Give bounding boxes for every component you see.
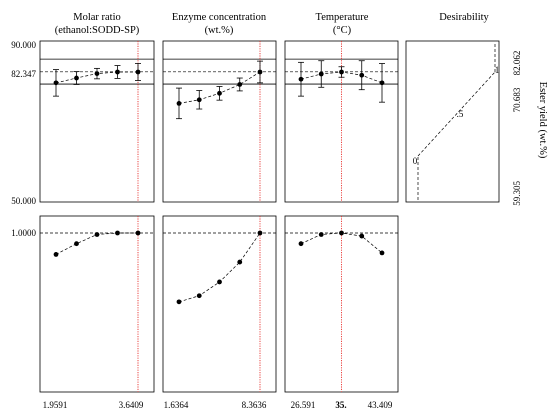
factor-3-response-point-3 bbox=[339, 69, 344, 75]
factor-2-response-panel-frame bbox=[162, 40, 277, 203]
factor-2-desirability-panel-frame bbox=[162, 215, 277, 393]
factor-2-desirability-point-5 bbox=[257, 230, 263, 236]
factor-3-title-line1: Temperature bbox=[316, 12, 369, 23]
desirability-panel-frame bbox=[405, 40, 500, 203]
desirability-title: Desirability bbox=[439, 12, 489, 23]
factor-2-tick-min: 1.6364 bbox=[164, 400, 189, 410]
factor-3-desirability-point-4 bbox=[359, 233, 365, 239]
desirability-curve-label-half: .5 bbox=[457, 109, 464, 119]
factor-3-tick-min: 26.591 bbox=[291, 400, 316, 410]
factor-3-title-line2: (°C) bbox=[333, 25, 352, 36]
factor-2-response-point-3 bbox=[217, 90, 222, 96]
factor-1-response-panel-frame bbox=[39, 40, 155, 203]
factor-1-desirability-point-2 bbox=[74, 241, 79, 247]
factor-3-response-point-1 bbox=[298, 76, 304, 82]
factor-3-tick-max: 43.409 bbox=[368, 400, 393, 410]
desirability-curve-label-1: 1 bbox=[495, 65, 500, 75]
factor-1-desirability-point-1 bbox=[53, 252, 59, 257]
factor-2-desirability-point-3 bbox=[217, 279, 222, 285]
factor-2-response-point-5 bbox=[257, 69, 263, 75]
factor-1-title-line2: (ethanol:SODD-SP) bbox=[55, 25, 140, 36]
factor-3-response-point-4 bbox=[359, 72, 365, 78]
factor-3-desirability-point-1 bbox=[298, 241, 304, 247]
factor-2-desirability-curve bbox=[178, 232, 261, 303]
factor-1-response-point-2 bbox=[74, 75, 79, 81]
factor-1-response-point-4 bbox=[115, 69, 120, 75]
factor-2-title-line1: Enzyme concentration bbox=[172, 12, 267, 23]
factor-2-tick-max: 8.3636 bbox=[242, 400, 267, 410]
response-tick-max: 90.000 bbox=[11, 40, 36, 50]
factor-3-desirability-point-3 bbox=[339, 230, 344, 236]
factor-1-desirability-point-3 bbox=[94, 232, 100, 237]
factor-2-desirability-point-2 bbox=[196, 293, 202, 299]
factor-3-desirability-point-5 bbox=[379, 250, 385, 256]
factor-2-title-line2: (wt.%) bbox=[205, 25, 234, 36]
factor-1-title-line1: Molar ratio bbox=[73, 12, 121, 23]
factor-1-tick-max: 3.6409 bbox=[119, 400, 144, 410]
factor-3-tick-optimum: 35. bbox=[335, 400, 346, 410]
desirability-right-tick-high: 82.062 bbox=[512, 51, 522, 76]
factor-1-desirability-point-4 bbox=[115, 230, 120, 236]
desirability-right-tick-low: 59.305 bbox=[512, 181, 522, 206]
factor-1-response-point-5 bbox=[135, 69, 141, 75]
factor-3-response-point-5 bbox=[379, 80, 385, 86]
desirability-curve-label-0: 0 bbox=[413, 156, 418, 166]
desirability-function-line bbox=[417, 71, 496, 157]
factor-1-tick-min: 1.9591 bbox=[43, 400, 68, 410]
factor-2-desirability-point-1 bbox=[176, 299, 182, 305]
factor-1-response-point-3 bbox=[94, 71, 100, 77]
factor-2-response-point-2 bbox=[196, 97, 202, 103]
factor-2-desirability-point-4 bbox=[237, 259, 243, 265]
factor-1-response-point-1 bbox=[53, 80, 59, 86]
factor-2-response-point-1 bbox=[176, 100, 182, 106]
factor-2-response-point-4 bbox=[237, 82, 243, 87]
response-tick-min: 50.000 bbox=[11, 196, 36, 206]
desirability-right-tick-mid: 70.683 bbox=[512, 87, 522, 112]
factor-1-desirability-panel-frame bbox=[39, 215, 155, 393]
factor-3-response-point-2 bbox=[318, 71, 324, 77]
factor-3-desirability-point-2 bbox=[318, 232, 324, 237]
response-tick-current: 82.347 bbox=[11, 69, 36, 79]
desirability-right-axis-label: Ester yield (wt.%) bbox=[537, 82, 548, 159]
factor-1-desirability-point-5 bbox=[135, 230, 141, 236]
desirability-tick: 1.0000 bbox=[11, 228, 36, 238]
